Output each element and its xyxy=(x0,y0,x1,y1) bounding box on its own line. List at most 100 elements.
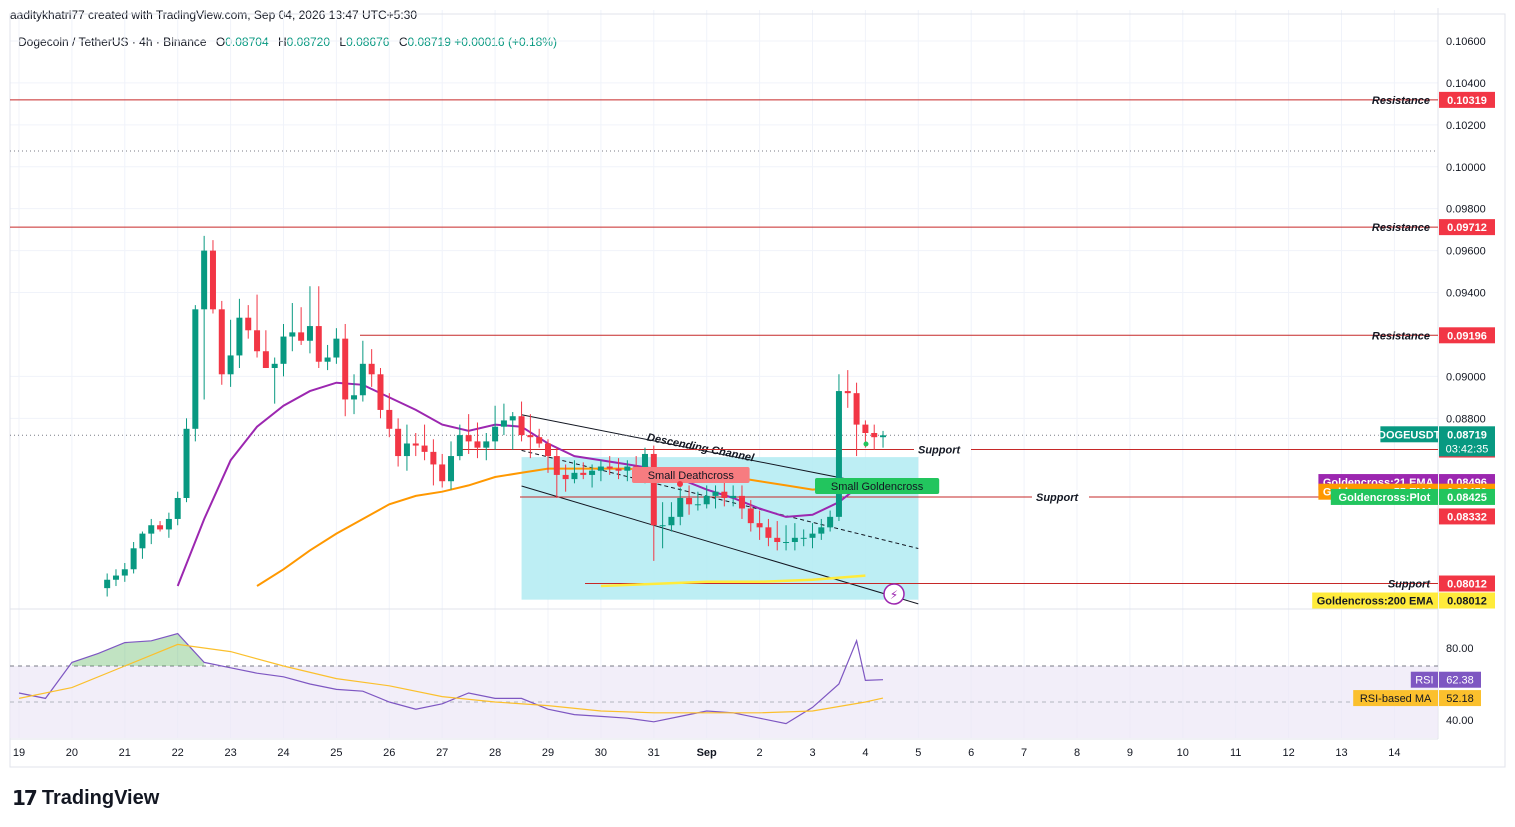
indicator-label-bg xyxy=(1330,488,1438,505)
candle xyxy=(448,441,455,490)
candle-body xyxy=(254,330,261,352)
candle xyxy=(800,529,807,547)
alert-icon xyxy=(883,583,905,605)
candle xyxy=(271,357,278,404)
candle xyxy=(262,330,269,369)
close-value: 0.08719 xyxy=(407,35,451,49)
candle xyxy=(112,569,119,587)
candle xyxy=(227,319,234,387)
candle xyxy=(650,445,657,561)
candle-body xyxy=(183,428,190,498)
price-tag-bg xyxy=(1439,219,1495,236)
candle xyxy=(456,424,463,461)
candle-body xyxy=(306,326,313,341)
candle xyxy=(280,323,287,377)
candle-body xyxy=(606,466,613,469)
indicator-tag-bg xyxy=(1439,592,1495,609)
rsi-label-bg xyxy=(1353,690,1438,707)
candle-body xyxy=(800,537,807,539)
candle-body xyxy=(774,537,781,543)
candle xyxy=(157,521,164,532)
candle-body xyxy=(694,504,701,506)
rsi-line xyxy=(18,632,884,725)
candle xyxy=(403,424,410,471)
price-tick-label: 0.09800 xyxy=(1446,204,1486,216)
candle-body xyxy=(157,525,164,530)
candle xyxy=(104,573,111,597)
candle xyxy=(580,462,587,480)
candle-body xyxy=(165,518,172,530)
candle-body xyxy=(791,537,798,543)
candle-body xyxy=(597,466,604,471)
candle-body xyxy=(492,426,499,442)
candle xyxy=(527,414,534,459)
low-label: L xyxy=(339,35,347,49)
candle-body xyxy=(474,441,481,448)
level-label-support: Support xyxy=(1388,579,1431,591)
channel-mid-line xyxy=(521,449,919,549)
candle-body xyxy=(844,391,851,394)
symbol-name[interactable]: Dogecoin / TetherUS · 4h · Binance xyxy=(18,35,207,49)
last-price-value: 0.08719 xyxy=(1447,429,1487,441)
time-tick-label: 8 xyxy=(1074,747,1080,759)
candle-body xyxy=(853,393,860,425)
indicator-label: Goldencross:Plot xyxy=(1339,492,1431,504)
rsi-tag-bg xyxy=(1439,690,1481,707)
rsi-tag-value: 62.38 xyxy=(1446,675,1474,687)
time-tick-label: 4 xyxy=(862,747,868,759)
last-price-label-bg xyxy=(1380,426,1438,443)
candle xyxy=(298,307,305,345)
candle-body xyxy=(536,437,543,444)
candle-body xyxy=(483,441,490,448)
candle-body xyxy=(677,497,684,517)
candle xyxy=(571,460,578,484)
level-label-bg xyxy=(914,442,971,457)
candle xyxy=(351,374,358,415)
candle xyxy=(412,432,419,457)
time-tick-label: 6 xyxy=(968,747,974,759)
channel-bottom-line xyxy=(521,485,919,605)
candle-body xyxy=(738,495,745,509)
indicator-tag-value: 0.08012 xyxy=(1447,596,1487,608)
price-tag-support: 0.08332 xyxy=(1447,511,1487,523)
candle xyxy=(880,430,887,448)
time-tick-label: 22 xyxy=(172,747,184,759)
time-tick-label: Sep xyxy=(697,747,717,759)
candle-body xyxy=(668,516,675,526)
candle-body xyxy=(315,326,322,362)
candle xyxy=(871,424,878,450)
candle-body xyxy=(174,497,181,519)
candle xyxy=(730,485,737,507)
deathcross-label: Small Deathcross xyxy=(648,470,735,482)
candle-body xyxy=(545,443,551,457)
candle xyxy=(359,340,366,402)
candle-body xyxy=(412,443,419,446)
time-tick-label: 2 xyxy=(757,747,763,759)
goldencross-label: Small Goldencross xyxy=(831,481,924,493)
ema55-line xyxy=(256,467,866,587)
price-tick-label: 0.10200 xyxy=(1446,120,1486,132)
candle-body xyxy=(765,527,772,538)
tradingview-logo[interactable]: 17 TradingView xyxy=(12,786,159,810)
candle xyxy=(659,502,666,549)
deathcross-label-bg xyxy=(632,467,750,483)
candle xyxy=(677,487,684,526)
candle-body xyxy=(641,453,648,478)
candle xyxy=(518,401,525,442)
candle xyxy=(465,414,472,454)
candle xyxy=(430,439,437,486)
time-tick-label: 26 xyxy=(383,747,395,759)
candle xyxy=(130,542,137,574)
rsi-label: RSI-based MA xyxy=(1360,693,1432,705)
candle xyxy=(439,453,446,488)
time-tick-label: 28 xyxy=(489,747,501,759)
candle xyxy=(694,491,701,511)
candle-body xyxy=(104,579,111,589)
time-tick-label: 21 xyxy=(119,747,131,759)
candle-body xyxy=(377,374,384,410)
open-label: O xyxy=(215,35,226,49)
candle xyxy=(209,240,216,314)
time-tick-label: 13 xyxy=(1335,747,1347,759)
candle xyxy=(315,286,322,369)
